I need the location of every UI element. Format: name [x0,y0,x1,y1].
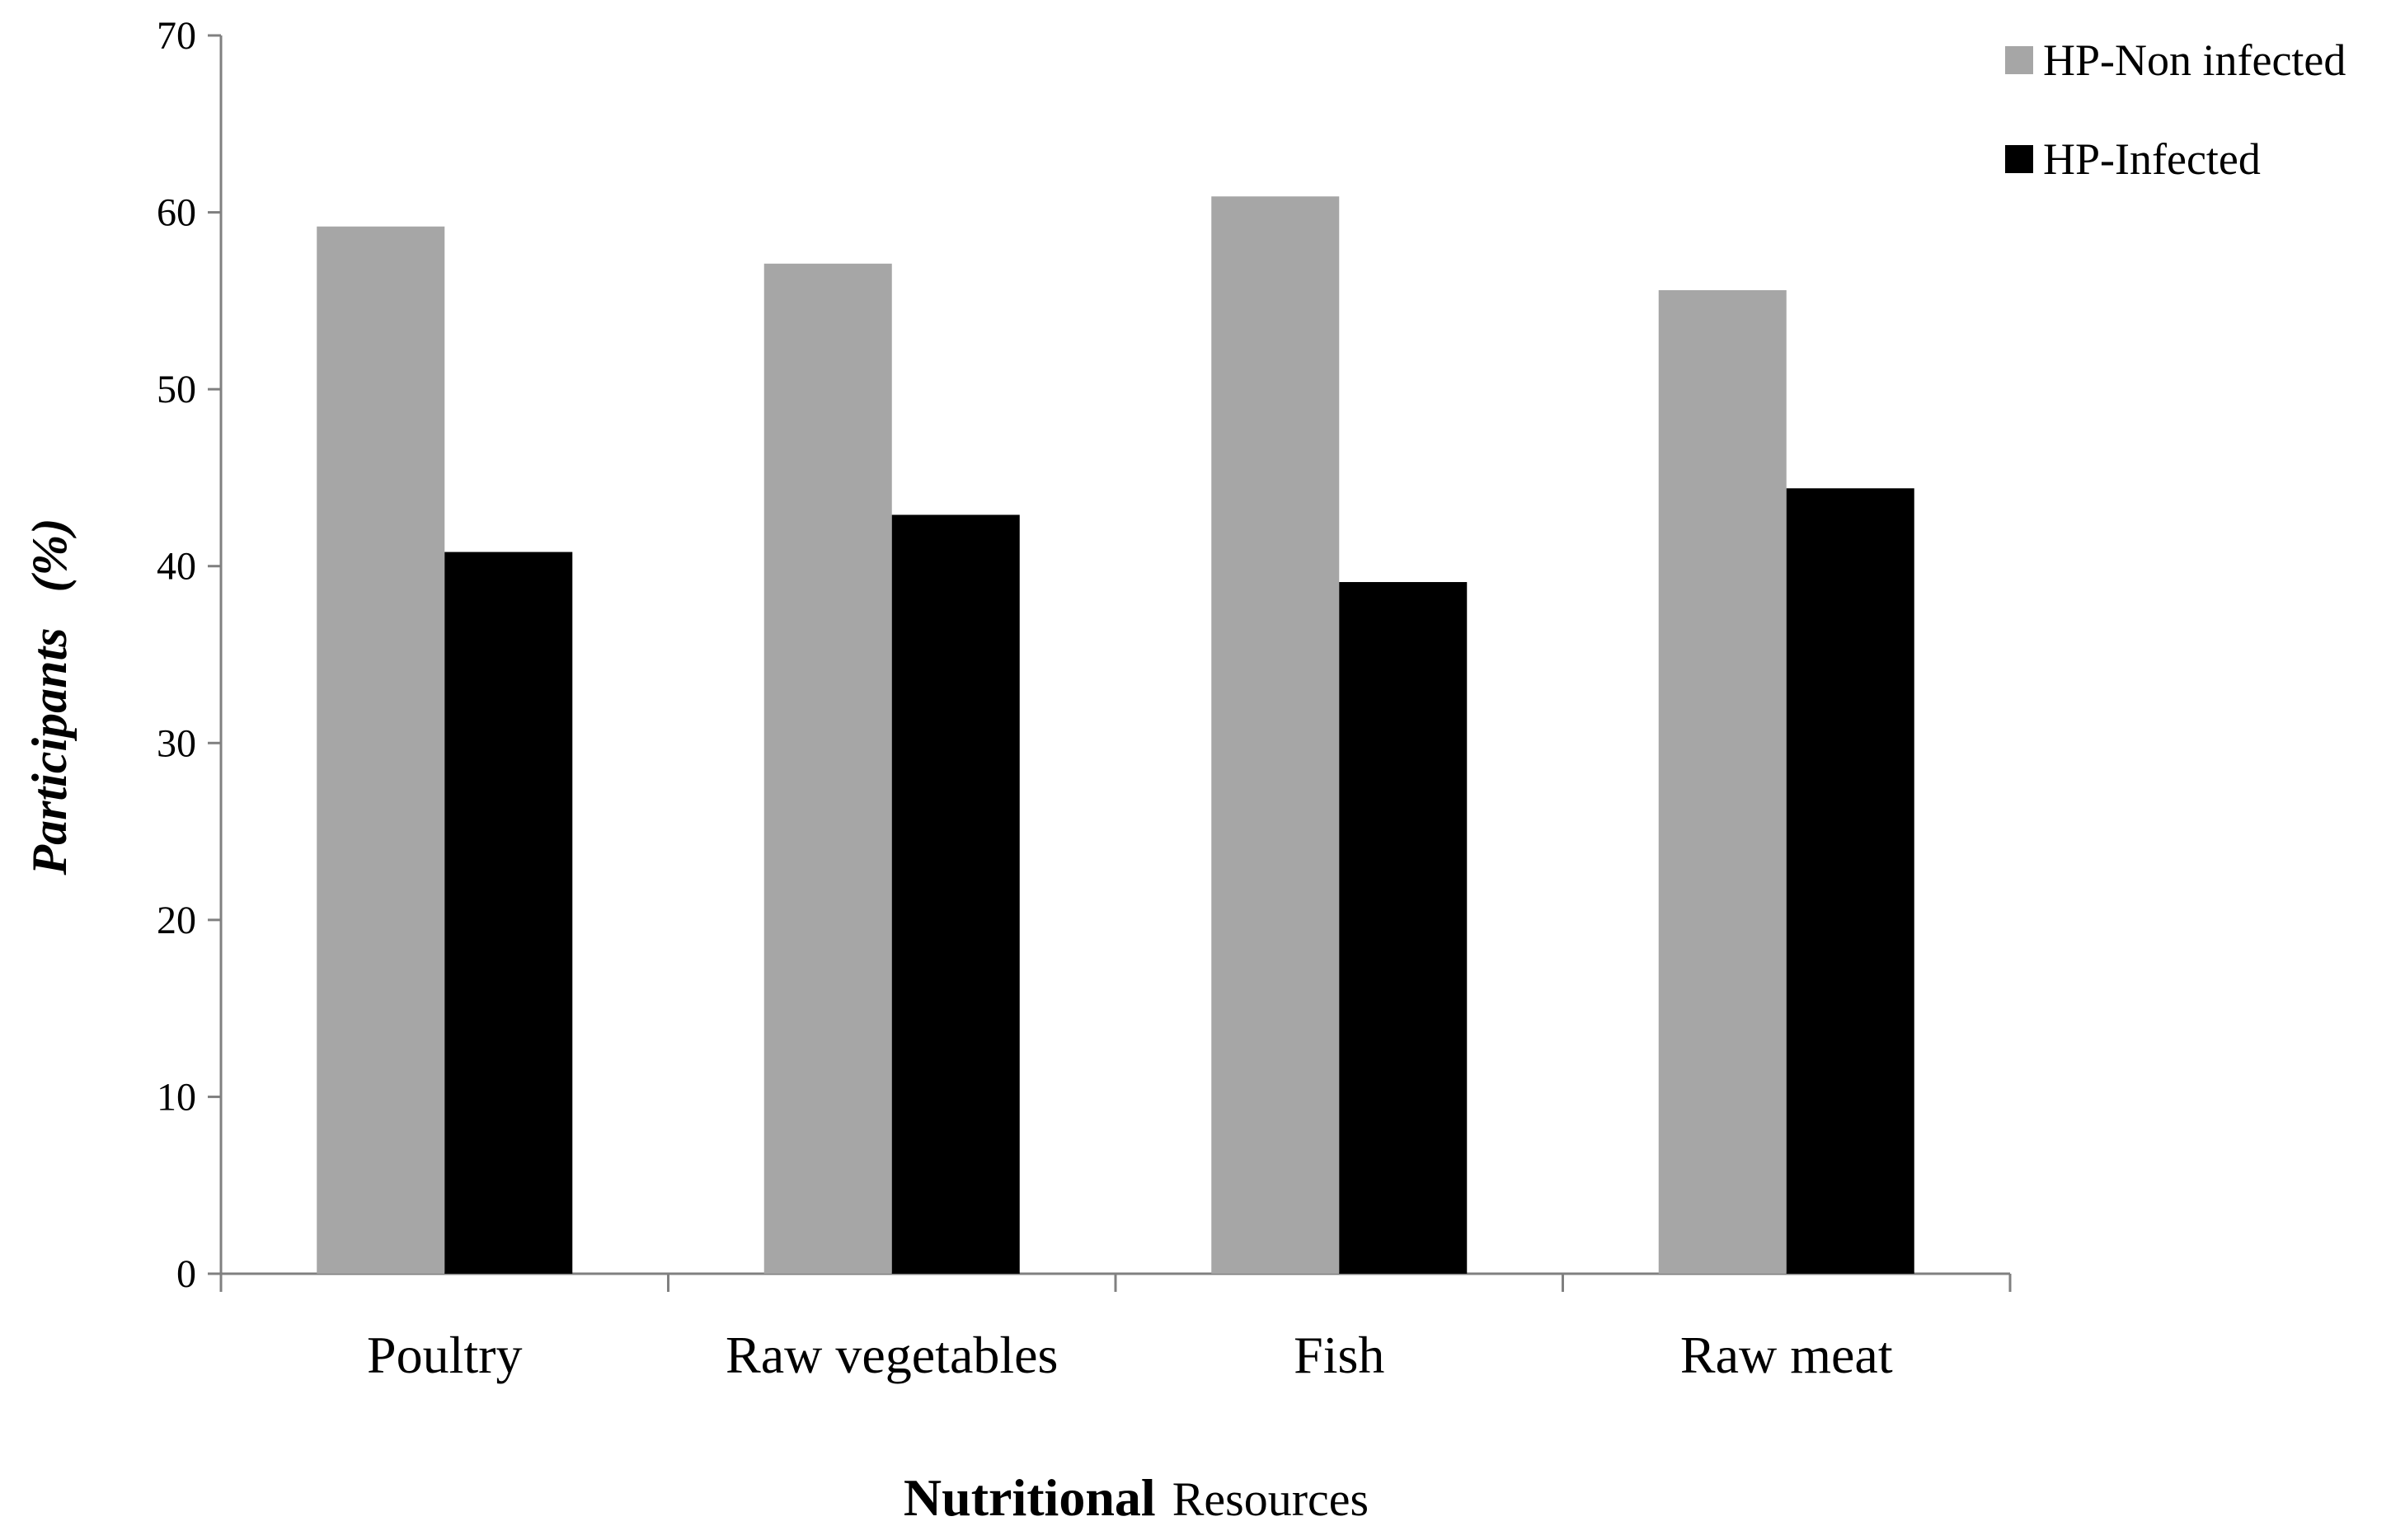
x-axis [219,1272,2012,1292]
bar-hp-infected-raw-meat [1786,488,1914,1274]
y-tick-label: 0 [176,1252,196,1296]
legend-swatch-hp-infected [2005,145,2033,173]
bar-hp-non-infected-raw-meat [1658,289,1787,1274]
bar-hp-infected-raw-vegetables [891,514,1020,1274]
y-tick-label: 70 [157,14,196,58]
category-labels: Poultry Raw vegetables Fish Raw meat [367,1326,1893,1384]
x-axis-title-normal: Resources [1172,1472,1369,1526]
y-tick-label: 40 [157,545,196,589]
legend-label-hp-infected: HP-Infected [2043,134,2261,184]
y-axis-title-main: Participants [22,627,77,876]
bar-hp-infected-poultry [444,552,573,1274]
legend-label-hp-non-infected: HP-Non infected [2043,35,2346,85]
bar-hp-non-infected-raw-vegetables [763,263,892,1275]
x-axis-title-bold: Nutritional [904,1468,1156,1527]
y-axis-title-unit: (%) [22,519,77,593]
x-tick-label: Poultry [367,1326,522,1384]
y-tick-label: 20 [157,899,196,942]
bar-hp-non-infected-poultry [317,226,445,1274]
y-tick-label: 60 [157,191,196,235]
bar-hp-non-infected-fish [1211,196,1340,1274]
y-tick-label: 30 [157,721,196,765]
x-tick-label: Raw vegetables [726,1326,1058,1384]
x-tick-label: Fish [1294,1326,1384,1384]
bars [317,196,1914,1275]
x-tick-label: Raw meat [1680,1326,1893,1384]
bar-hp-infected-fish [1339,582,1468,1274]
x-axis-title: Nutritional Resources [904,1468,1369,1527]
legend-swatch-hp-non-infected [2005,46,2033,74]
y-axis: 0 10 20 30 40 50 60 70 [157,14,223,1296]
y-axis-title: Participants (%) [22,519,77,876]
legend: HP-Non infected HP-Infected [2005,35,2346,184]
y-tick-label: 10 [157,1075,196,1119]
y-tick-label: 50 [157,368,196,411]
